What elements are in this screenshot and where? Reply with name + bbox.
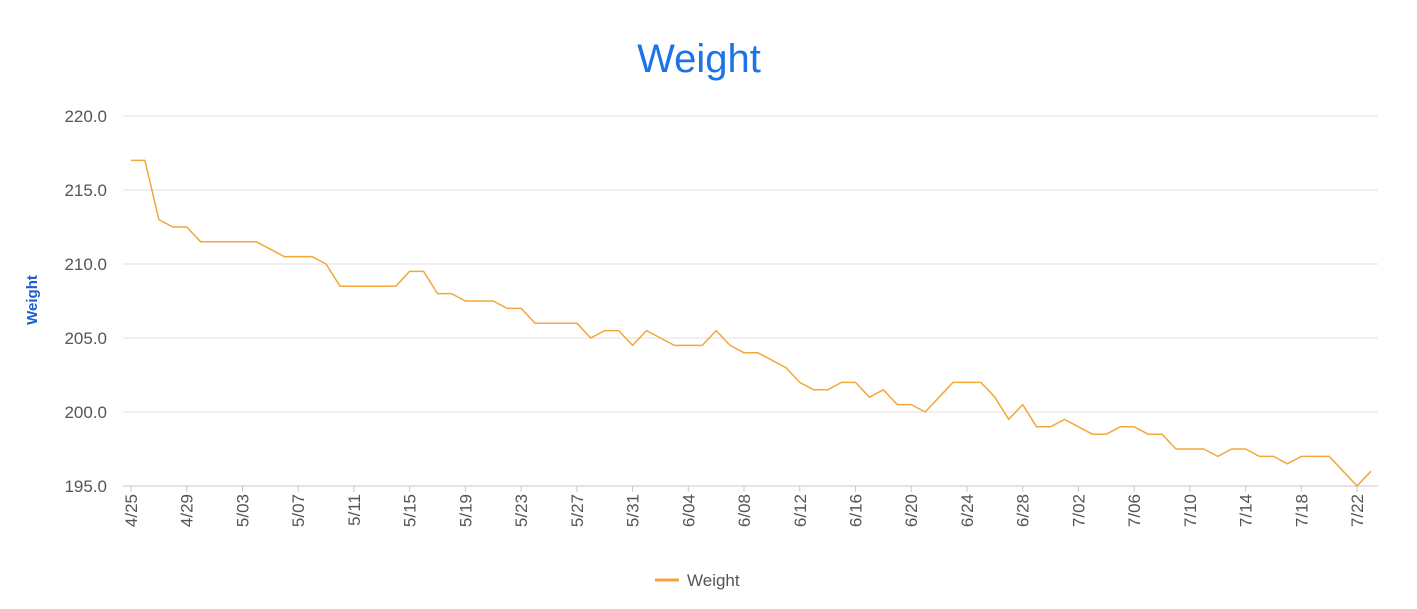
legend-label-weight: Weight <box>687 571 740 590</box>
x-tick-label: 7/14 <box>1237 494 1256 527</box>
x-tick-label: 4/25 <box>122 494 141 527</box>
x-tick-label: 5/31 <box>624 494 643 527</box>
x-tick-label: 5/15 <box>401 494 420 527</box>
x-tick-label: 7/06 <box>1125 494 1144 527</box>
y-tick-label: 210.0 <box>64 255 107 274</box>
x-tick-label: 7/18 <box>1292 494 1311 527</box>
x-tick-label: 6/24 <box>958 494 977 527</box>
x-tick-label: 5/11 <box>345 494 364 526</box>
x-tick-label: 5/27 <box>568 494 587 527</box>
x-tick-label: 6/20 <box>902 494 921 527</box>
x-tick-label: 5/19 <box>456 494 475 527</box>
y-tick-label: 195.0 <box>64 477 107 496</box>
x-tick-label: 5/23 <box>512 494 531 527</box>
x-tick-label: 5/07 <box>289 494 308 527</box>
y-tick-label: 205.0 <box>64 329 107 348</box>
y-tick-label: 220.0 <box>64 107 107 126</box>
legend: Weight <box>655 571 740 590</box>
y-axis-label: Weight <box>24 275 41 325</box>
x-tick-label: 7/02 <box>1069 494 1088 527</box>
x-tick-label: 6/04 <box>679 494 698 527</box>
x-tick-label: 6/12 <box>791 494 810 527</box>
y-tick-label: 215.0 <box>64 181 107 200</box>
x-axis-ticks: 4/25 4/29 5/03 5/07 5/11 5/15 5/19 5/23 5/27 5/31… <box>122 486 1367 527</box>
x-tick-label: 6/16 <box>846 494 865 527</box>
x-tick-label: 6/08 <box>735 494 754 527</box>
x-tick-label: 7/22 <box>1348 494 1367 527</box>
y-axis-ticks: 195.0 200.0 205.0 210.0 215.0 220.0 <box>64 107 107 496</box>
x-tick-label: 4/29 <box>178 494 197 527</box>
x-tick-label: 5/03 <box>233 494 252 527</box>
series-line-weight <box>131 159 1372 487</box>
chart-title: Weight <box>637 37 761 81</box>
y-tick-label: 200.0 <box>64 403 107 422</box>
x-tick-label: 6/28 <box>1014 494 1033 527</box>
x-tick-label: 7/10 <box>1181 494 1200 527</box>
gridlines <box>123 115 1378 413</box>
